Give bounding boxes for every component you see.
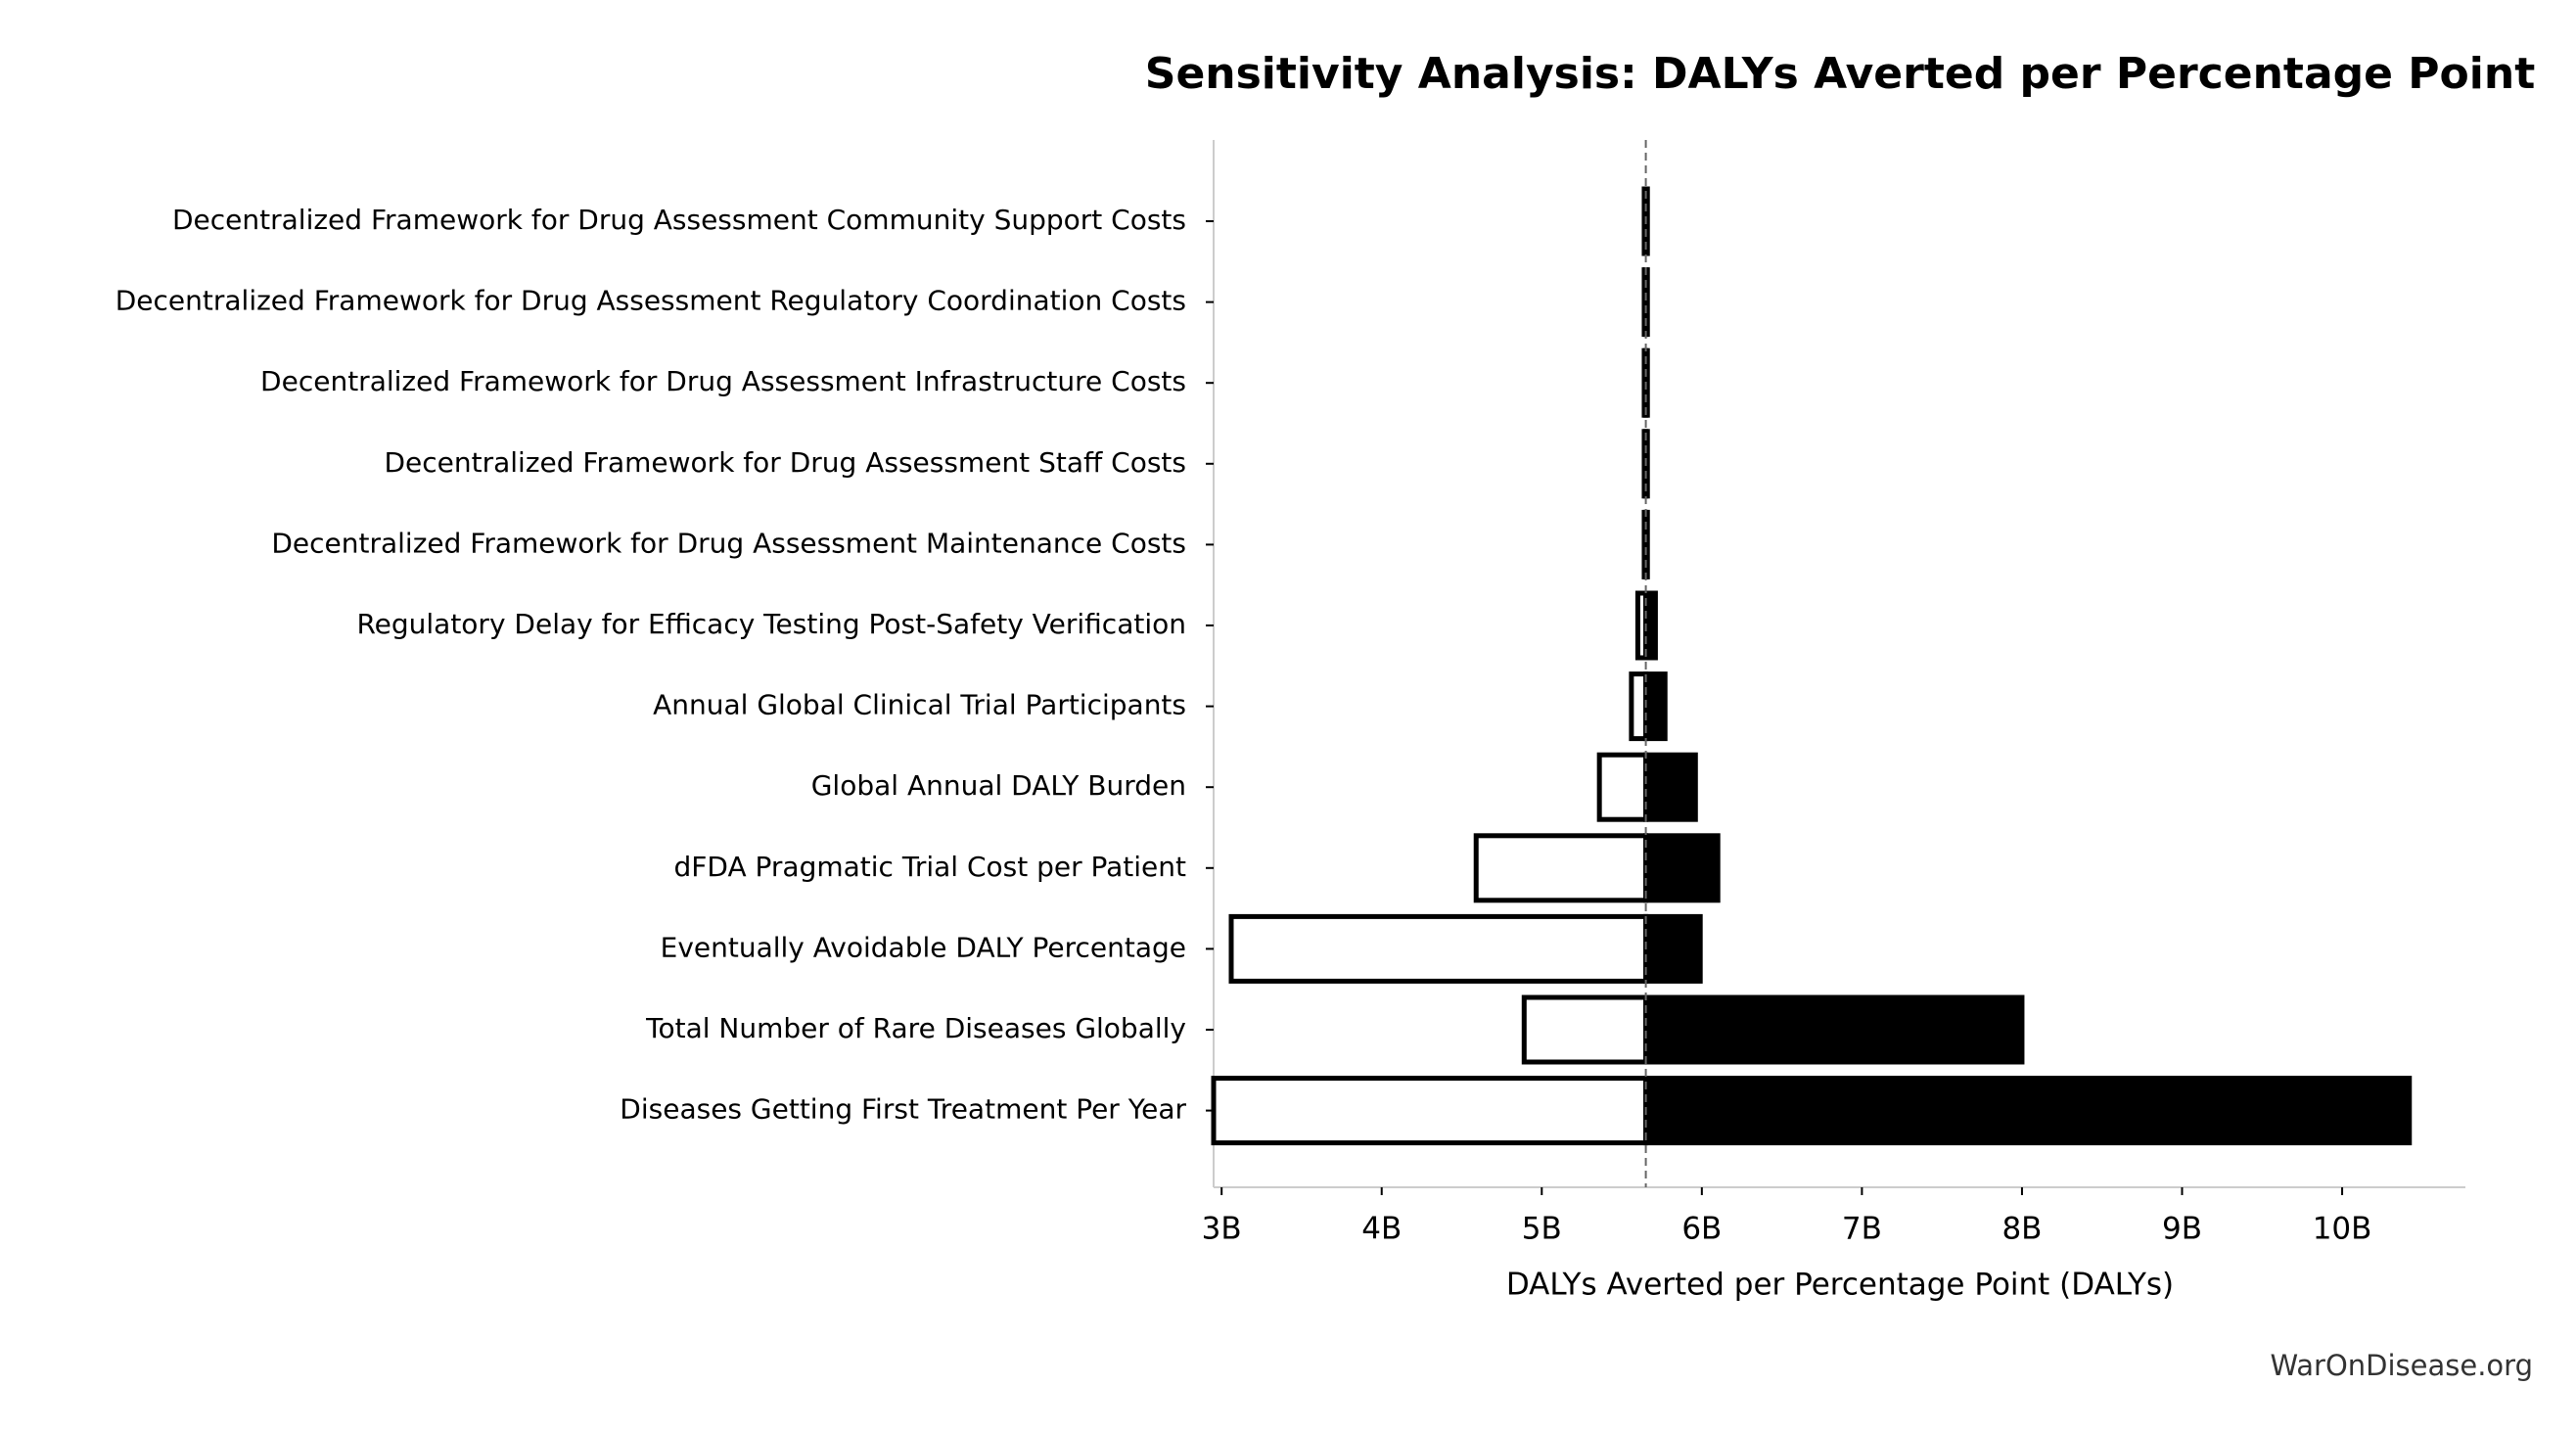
x-tick-label: 10B — [2313, 1212, 2372, 1247]
category-label: Eventually Avoidable DALY Percentage — [661, 931, 1186, 963]
category-label: Decentralized Framework for Drug Assessm… — [260, 365, 1186, 397]
chart-title: Sensitivity Analysis: DALYs Averted per … — [1145, 49, 2535, 99]
category-label: Annual Global Clinical Trial Participant… — [653, 689, 1186, 721]
x-tick-label: 7B — [1842, 1212, 1882, 1247]
source: WarOnDisease.org — [2270, 1349, 2533, 1382]
high-bar — [1643, 913, 1703, 984]
high-bar — [1643, 590, 1658, 661]
category-label: Decentralized Framework for Drug Assessm… — [384, 446, 1186, 479]
high-bar — [1643, 752, 1698, 822]
category-label: dFDA Pragmatic Trial Cost per Patient — [674, 851, 1187, 883]
high-bar — [1643, 1076, 2413, 1146]
x-axis-label: DALYs Averted per Percentage Point (DALY… — [1506, 1268, 2174, 1303]
low-bar — [1211, 1076, 1649, 1146]
category-label: Regulatory Delay for Efficacy Testing Po… — [356, 608, 1186, 640]
low-bar — [1596, 752, 1649, 822]
high-bar — [1643, 994, 2025, 1065]
category-label: Diseases Getting First Treatment Per Yea… — [620, 1093, 1186, 1126]
category-label: Decentralized Framework for Drug Assessm… — [115, 285, 1186, 317]
x-tick-label: 8B — [2001, 1212, 2042, 1247]
x-tick-label: 6B — [1681, 1212, 1722, 1247]
x-tick-label: 4B — [1361, 1212, 1402, 1247]
category-label: Total Number of Rare Diseases Globally — [645, 1012, 1186, 1044]
category-label: Global Annual DALY Burden — [811, 769, 1186, 802]
low-bar — [1521, 994, 1649, 1065]
x-tick-label: 3B — [1202, 1212, 1242, 1247]
category-label: Decentralized Framework for Drug Assessm… — [271, 527, 1186, 559]
category-label: Decentralized Framework for Drug Assessm… — [172, 204, 1186, 236]
x-tick-label: 5B — [1522, 1212, 1562, 1247]
low-bar — [1228, 913, 1649, 984]
low-bar — [1473, 833, 1649, 903]
x-tick-label: 9B — [2162, 1212, 2202, 1247]
high-bar — [1643, 833, 1721, 903]
high-bar — [1643, 671, 1668, 742]
